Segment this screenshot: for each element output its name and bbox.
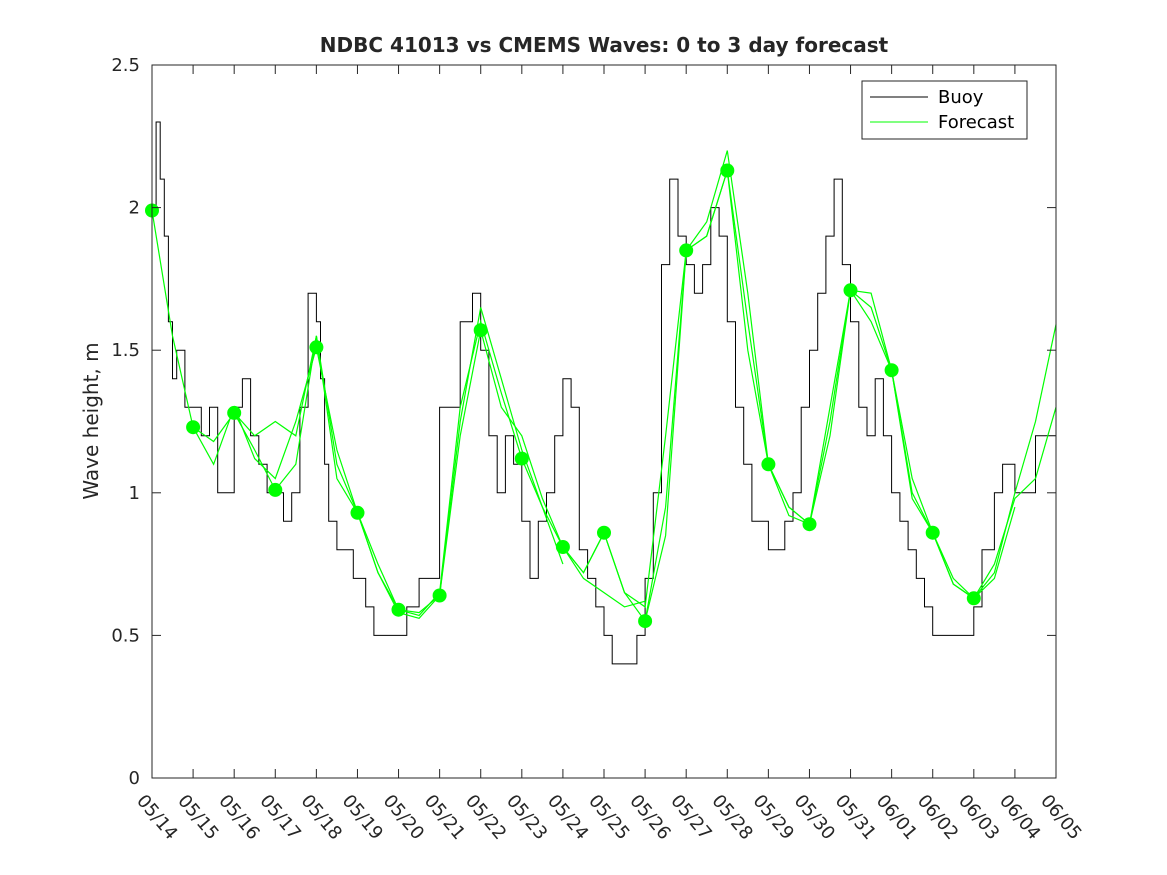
legend-forecast-label: Forecast	[938, 112, 1014, 133]
forecast-marker-point	[555, 540, 570, 554]
forecast-marker-point	[432, 588, 447, 603]
forecast-marker-point	[843, 283, 858, 298]
x-tick-label: 05/16	[214, 791, 263, 844]
x-tick-label: 05/27	[666, 791, 715, 844]
y-axis-label: Wave height, m	[79, 342, 103, 499]
forecast-marker-point	[884, 363, 899, 378]
x-tick-label: 05/20	[379, 791, 428, 844]
forecast-marker-point	[514, 451, 529, 466]
x-tick-label: 05/29	[749, 791, 798, 844]
forecast-run-line-4	[315, 347, 441, 619]
forecast-run-line-17	[849, 289, 975, 599]
y-tick-label: 0	[129, 768, 140, 789]
x-tick-label: 05/30	[790, 791, 839, 844]
x-tick-label: 06/03	[954, 791, 1003, 844]
x-tick-label: 06/01	[872, 791, 921, 844]
forecast-run-line-12	[644, 150, 769, 622]
forecast-run-line-10	[562, 250, 687, 608]
y-tick-label: 1.5	[111, 340, 140, 361]
x-tick-label: 05/28	[707, 791, 756, 844]
x-tick-label: 06/02	[913, 791, 962, 844]
x-tick-label: 05/25	[584, 791, 633, 844]
forecast-run-line-3	[274, 335, 400, 610]
forecast-run-line-2	[233, 335, 359, 514]
forecast-run-line-5	[356, 330, 482, 614]
forecast-run-line-15	[767, 289, 893, 526]
forecast-run-line-0	[151, 210, 276, 491]
x-tick-label: 05/17	[255, 791, 304, 844]
y-tick-label: 0.5	[111, 625, 140, 646]
plot-frame	[151, 64, 1057, 779]
forecast-run-line-9	[521, 458, 646, 608]
forecast-run-line-14	[726, 170, 852, 526]
legend: Buoy Forecast	[861, 80, 1028, 140]
forecast-marker-point	[679, 243, 694, 258]
y-tick-label: 2	[129, 198, 140, 219]
x-tick-label: 05/22	[461, 791, 510, 844]
forecast-marker-point	[638, 614, 653, 629]
forecast-marker-point	[720, 163, 735, 178]
x-tick-label: 06/04	[995, 791, 1044, 844]
forecast-marker-point	[227, 405, 242, 420]
forecast-run-line-1	[192, 347, 317, 480]
x-tick-label: 05/26	[625, 791, 674, 844]
axis-ticks: 00.511.522.505/1405/1505/1605/1705/1805/…	[111, 55, 1085, 844]
x-tick-label: 05/31	[831, 791, 880, 844]
forecast-marker-point	[966, 591, 981, 606]
chart-title: NDBC 41013 vs CMEMS Waves: 0 to 3 day fo…	[320, 33, 889, 57]
legend-box	[861, 80, 1028, 140]
forecast-run-line-20	[973, 407, 1057, 599]
buoy-series-line	[152, 121, 1057, 665]
x-tick-label: 05/24	[543, 791, 592, 844]
forecast-marker-point	[761, 457, 776, 472]
x-tick-label: 05/19	[338, 791, 387, 844]
y-tick-label: 1	[129, 483, 140, 504]
forecast-run-line-8	[480, 330, 605, 574]
y-tick-label: 2.5	[111, 55, 140, 76]
forecast-run-line-16	[808, 289, 934, 533]
forecast-run-line-19	[932, 324, 1057, 600]
forecast-marker-point	[597, 525, 611, 540]
forecast-run-line-6	[398, 319, 523, 617]
forecast-marker-point	[268, 482, 283, 497]
plot-area	[145, 121, 1057, 665]
forecast-marker-point	[350, 505, 365, 520]
forecast-marker-point	[925, 525, 940, 540]
forecast-marker-point	[309, 340, 324, 355]
x-tick-label: 06/05	[1036, 791, 1085, 844]
forecast-marker-point	[802, 517, 817, 532]
forecast-run-line-11	[603, 170, 728, 623]
forecast-marker-point	[186, 420, 201, 435]
x-tick-label: 05/23	[502, 791, 551, 844]
forecast-marker-point	[473, 323, 488, 338]
x-tick-label: 05/21	[420, 791, 469, 844]
x-tick-label: 05/18	[297, 791, 346, 844]
x-tick-label: 05/14	[132, 791, 181, 844]
x-tick-label: 05/15	[173, 791, 222, 844]
legend-buoy-label: Buoy	[938, 87, 984, 108]
forecast-marker-point	[391, 602, 406, 617]
